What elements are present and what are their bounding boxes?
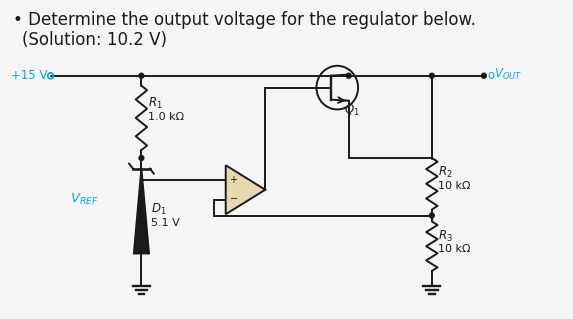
Text: $D_1$: $D_1$ xyxy=(151,202,166,217)
Polygon shape xyxy=(226,165,265,214)
Circle shape xyxy=(430,73,434,78)
Text: (Solution: 10.2 V): (Solution: 10.2 V) xyxy=(22,31,167,49)
Text: $R_3$: $R_3$ xyxy=(438,229,453,244)
Text: o: o xyxy=(488,69,495,82)
Text: $V_{REF}$: $V_{REF}$ xyxy=(70,192,99,207)
Text: $R_1$: $R_1$ xyxy=(148,96,163,111)
Text: $V_{OUT}$: $V_{OUT}$ xyxy=(494,67,523,82)
Text: 5.1 V: 5.1 V xyxy=(151,219,179,228)
Text: −: − xyxy=(230,194,238,204)
Polygon shape xyxy=(134,169,149,254)
Text: +15 V: +15 V xyxy=(11,69,48,82)
Text: $Q_1$: $Q_1$ xyxy=(343,103,359,118)
Text: +: + xyxy=(230,175,237,185)
Circle shape xyxy=(481,73,486,78)
Circle shape xyxy=(430,213,434,218)
Circle shape xyxy=(139,156,144,160)
Text: 1.0 kΩ: 1.0 kΩ xyxy=(148,112,184,122)
Text: 10 kΩ: 10 kΩ xyxy=(438,244,471,254)
Circle shape xyxy=(346,73,351,78)
Text: 10 kΩ: 10 kΩ xyxy=(438,181,471,191)
Text: • Determine the output voltage for the regulator below.: • Determine the output voltage for the r… xyxy=(13,11,476,29)
Circle shape xyxy=(139,73,144,78)
Text: $R_2$: $R_2$ xyxy=(438,165,453,181)
